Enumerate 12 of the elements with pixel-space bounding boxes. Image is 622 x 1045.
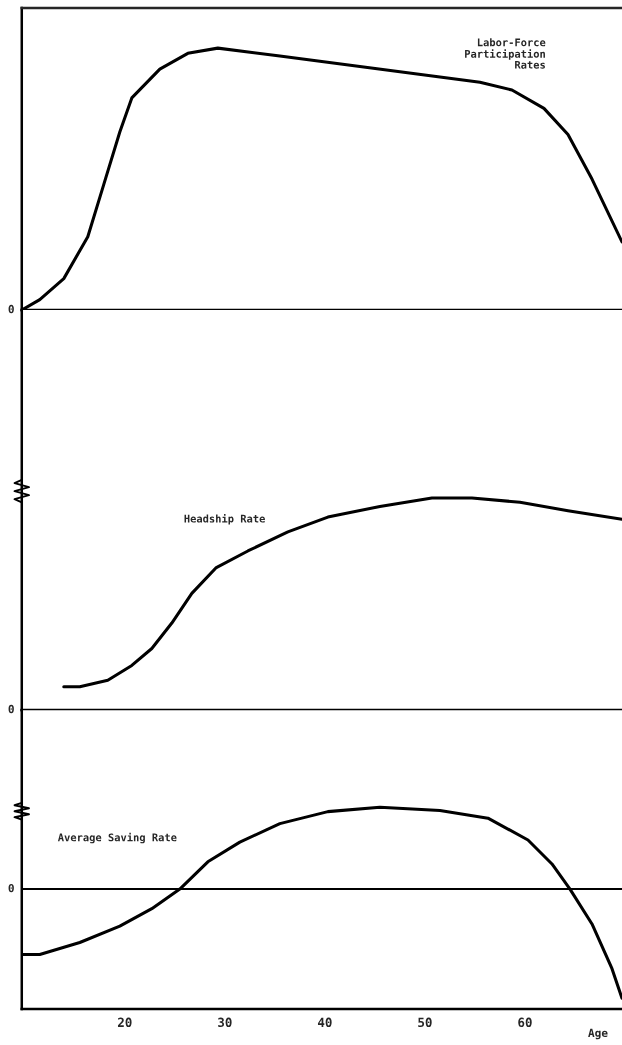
text: 0 (8, 704, 14, 714)
x-tick-label: 50 (418, 1017, 432, 1028)
text: Average Saving Rate (57, 832, 177, 844)
x-tick-label: 60 (518, 1017, 532, 1028)
x-tick-label: 20 (117, 1017, 132, 1028)
x-tick-label: 30 (218, 1017, 232, 1028)
series-label: Labor-Force Participation Rates (465, 38, 546, 69)
text: 0 (8, 304, 14, 314)
x-tick-label: 40 (317, 1017, 332, 1028)
text: 0 (8, 883, 14, 893)
series-label: Headship Rate (184, 513, 265, 525)
x-axis-title: Age (588, 1028, 608, 1040)
